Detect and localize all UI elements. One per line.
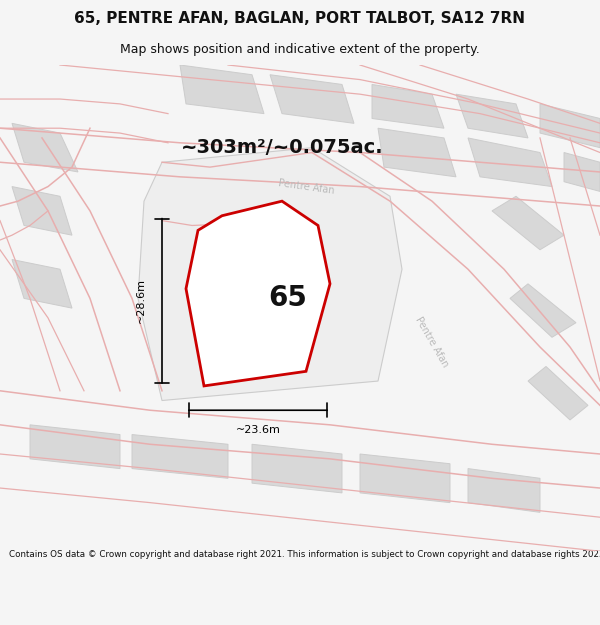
Polygon shape: [138, 148, 402, 401]
Text: 65: 65: [269, 284, 307, 312]
Text: ~28.6m: ~28.6m: [136, 278, 146, 323]
Polygon shape: [186, 201, 330, 386]
Polygon shape: [510, 284, 576, 338]
Polygon shape: [252, 444, 342, 493]
Polygon shape: [564, 152, 600, 191]
Polygon shape: [132, 434, 228, 478]
Text: Pentre Afan: Pentre Afan: [277, 177, 335, 196]
Text: 65, PENTRE AFAN, BAGLAN, PORT TALBOT, SA12 7RN: 65, PENTRE AFAN, BAGLAN, PORT TALBOT, SA…: [74, 11, 526, 26]
Text: ~23.6m: ~23.6m: [236, 425, 280, 435]
Polygon shape: [456, 94, 528, 138]
Polygon shape: [468, 138, 552, 186]
Text: Pentre Afan: Pentre Afan: [413, 315, 451, 369]
Polygon shape: [372, 84, 444, 128]
Polygon shape: [12, 259, 72, 308]
Text: Contains OS data © Crown copyright and database right 2021. This information is : Contains OS data © Crown copyright and d…: [9, 550, 600, 559]
Polygon shape: [528, 366, 588, 420]
Polygon shape: [270, 75, 354, 123]
Polygon shape: [468, 469, 540, 512]
Text: Map shows position and indicative extent of the property.: Map shows position and indicative extent…: [120, 43, 480, 56]
Polygon shape: [378, 128, 456, 177]
Polygon shape: [360, 454, 450, 503]
Polygon shape: [210, 221, 312, 279]
Polygon shape: [540, 104, 600, 148]
Polygon shape: [30, 425, 120, 469]
Polygon shape: [180, 65, 264, 114]
Text: ~303m²/~0.075ac.: ~303m²/~0.075ac.: [181, 138, 383, 157]
Polygon shape: [492, 196, 564, 250]
Polygon shape: [12, 186, 72, 235]
Polygon shape: [12, 123, 78, 172]
